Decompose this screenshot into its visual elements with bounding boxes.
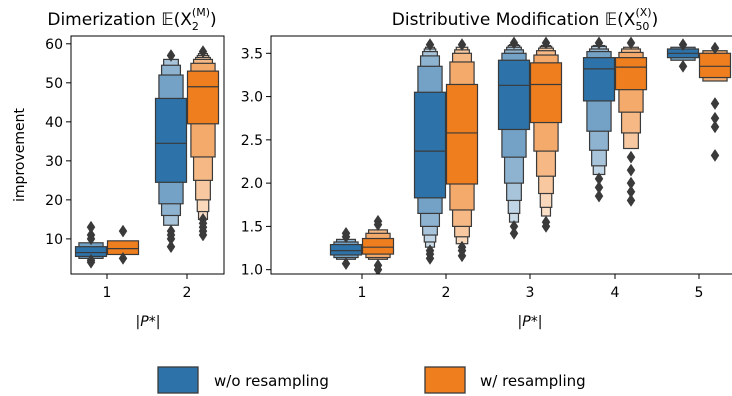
outlier-marker (166, 224, 176, 238)
y-tick-label: 3.0 (241, 90, 263, 106)
outlier-marker (118, 224, 128, 238)
outlier-marker (86, 253, 96, 267)
x-tick-label: 2 (183, 285, 192, 301)
boxen-box (698, 52, 732, 79)
outlier-marker (509, 219, 519, 233)
outlier-marker (373, 214, 383, 228)
legend-swatch-without-resampling (157, 366, 199, 394)
y-tick-label: 50 (45, 76, 63, 92)
boxen-box (413, 91, 447, 199)
outlier-marker (425, 38, 435, 52)
left-plot-frame (70, 35, 225, 275)
outlier-marker (626, 185, 636, 199)
outlier-marker (86, 228, 96, 242)
boxen-box (445, 83, 479, 185)
outlier-marker (710, 148, 720, 162)
outlier-marker (541, 215, 551, 229)
boxen-box (329, 243, 363, 256)
outlier-marker (457, 38, 467, 52)
boxen-box (361, 237, 395, 255)
x-tick-label: 1 (103, 285, 112, 301)
x-tick-label: 1 (358, 285, 367, 301)
outlier-marker (541, 36, 551, 50)
right-plot-area (329, 36, 732, 274)
x-tick-label: 5 (695, 285, 704, 301)
left-title: Dimerization 𝔼(X2(M)) (47, 6, 216, 33)
left-x-axis-label: |P*| (136, 314, 161, 330)
outlier-marker (710, 111, 720, 125)
outlier-marker (86, 220, 96, 234)
outlier-marker (626, 36, 636, 50)
y-tick-label: 10 (45, 232, 63, 248)
x-tick-label: 3 (526, 285, 535, 301)
boxen-box (614, 57, 648, 91)
outlier-marker (509, 36, 519, 50)
left-plot-area (74, 45, 220, 269)
y-tick-label: 1.0 (241, 263, 263, 279)
boxen-box (582, 57, 616, 102)
y-tick-label: 40 (45, 115, 63, 131)
x-tick-label: 4 (611, 285, 620, 301)
outlier-marker (710, 97, 720, 110)
left-y-axis-label: improvement (12, 108, 28, 202)
outlier-marker (626, 150, 636, 164)
outlier-marker (626, 176, 636, 190)
boxen-box (154, 97, 188, 183)
boxen-box (529, 62, 563, 124)
outlier-marker (594, 172, 604, 186)
y-tick-label: 30 (45, 154, 63, 170)
y-tick-label: 1.5 (241, 219, 263, 235)
outlier-marker (198, 212, 208, 226)
outlier-marker (198, 45, 208, 59)
boxen-box (497, 59, 531, 131)
outlier-marker (166, 240, 176, 254)
y-tick-label: 2.0 (241, 176, 263, 192)
outlier-marker (373, 258, 383, 272)
outlier-marker (425, 244, 435, 258)
outlier-marker (166, 49, 176, 62)
outlier-marker (710, 120, 720, 134)
outlier-marker (118, 251, 128, 265)
legend-label-without-resampling: w/o resampling (214, 372, 329, 390)
outlier-marker (626, 193, 636, 207)
outlier-marker (626, 163, 636, 177)
right-plot-frame (270, 35, 732, 275)
y-tick-label: 60 (45, 37, 63, 53)
legend-label-with-resampling: w/ resampling (480, 372, 586, 390)
outlier-marker (594, 36, 604, 50)
outlier-marker (678, 59, 688, 73)
legend-swatch-with-resampling (424, 366, 466, 394)
outlier-marker (341, 257, 351, 271)
y-tick-label: 2.5 (241, 133, 263, 149)
outlier-marker (457, 240, 467, 254)
outlier-marker (341, 226, 351, 240)
outlier-marker (678, 38, 688, 52)
y-tick-label: 3.5 (241, 46, 263, 62)
x-tick-label: 2 (442, 285, 451, 301)
outlier-marker (594, 181, 604, 194)
y-tick-label: 20 (45, 193, 63, 209)
outlier-marker (710, 41, 720, 55)
outlier-marker (509, 226, 519, 240)
right-title: Distributive Modification 𝔼(X50(X)) (392, 6, 658, 33)
boxen-box (186, 70, 220, 125)
outlier-marker (594, 189, 604, 203)
right-x-axis-label: |P*| (518, 314, 543, 330)
legend: w/o resampling w/ resampling (157, 366, 586, 394)
